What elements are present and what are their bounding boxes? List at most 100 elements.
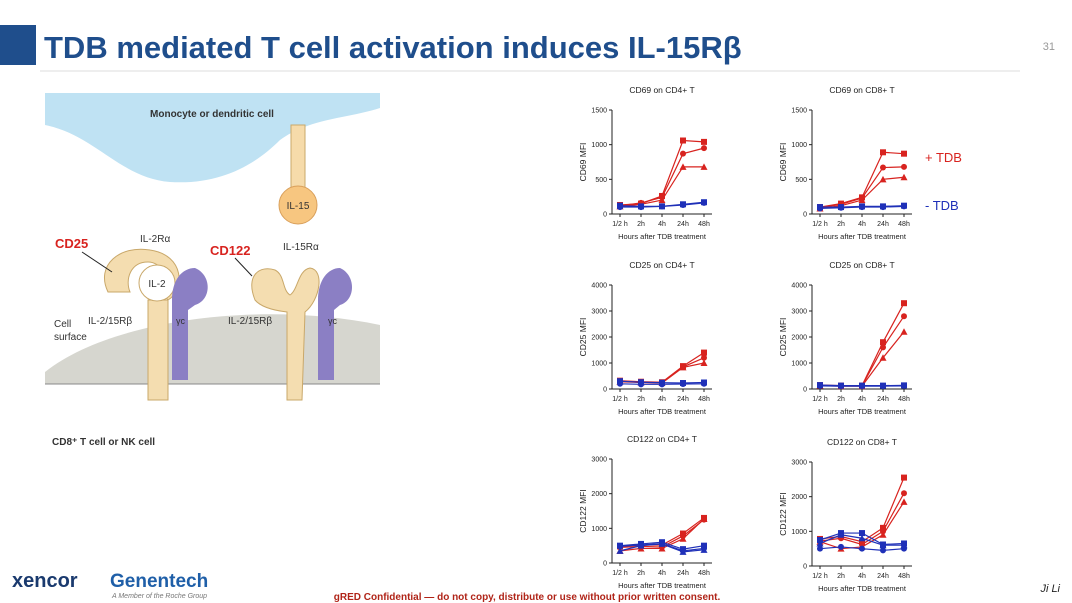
- il15-ball: [278, 185, 318, 225]
- y-tick-label: 3000: [591, 457, 607, 464]
- x-tick-label: 48h: [698, 570, 710, 577]
- y-tick-label: 3000: [791, 460, 807, 467]
- x-tick-label: 1/2 h: [612, 396, 628, 403]
- y-axis-label: CD122 MFI: [578, 489, 588, 532]
- marker: [838, 204, 844, 211]
- x-tick-label: 4h: [858, 396, 866, 403]
- marker: [859, 204, 865, 211]
- y-tick-label: 2000: [591, 491, 607, 498]
- title-bar: [0, 25, 36, 65]
- marker: [901, 150, 907, 157]
- y-tick-label: 0: [803, 212, 807, 219]
- x-tick-label: 24h: [877, 221, 889, 228]
- marker: [616, 547, 624, 554]
- chart-title: CD69 on CD4+ T: [629, 85, 694, 95]
- y-tick-label: 0: [803, 387, 807, 394]
- marker: [901, 203, 907, 210]
- marker: [679, 163, 687, 170]
- x-tick-label: 24h: [677, 221, 689, 228]
- il15-stalk: [290, 124, 306, 191]
- x-tick-label: 1/2 h: [812, 221, 828, 228]
- y-tick-label: 3000: [591, 309, 607, 316]
- marker: [659, 203, 665, 210]
- page-number: 31: [1043, 41, 1055, 53]
- marker: [859, 530, 865, 537]
- marker: [858, 196, 866, 204]
- marker: [858, 534, 866, 542]
- y-tick-label: 1000: [591, 361, 607, 368]
- y-tick-label: 2000: [591, 335, 607, 342]
- x-axis-label: Hours after TDB treatment: [818, 407, 907, 416]
- marker: [700, 163, 708, 170]
- marker: [859, 383, 865, 390]
- y-axis-label: CD69 MFI: [778, 143, 788, 182]
- marker: [816, 539, 824, 547]
- x-tick-label: 48h: [898, 396, 910, 403]
- x-tick-label: 1/2 h: [812, 396, 828, 403]
- logo-right: Genentech: [110, 571, 208, 592]
- y-tick-label: 0: [603, 387, 607, 394]
- chart-title: CD122 on CD8+ T: [827, 437, 897, 447]
- x-tick-label: 4h: [858, 221, 866, 228]
- confidential: gRED Confidential — do not copy, distrib…: [334, 592, 721, 603]
- x-tick-label: 48h: [898, 573, 910, 580]
- marker: [900, 498, 908, 505]
- bottom-cell-label: CD8⁺ T cell or NK cell: [52, 437, 155, 448]
- il2rb-stalk: [147, 299, 169, 401]
- x-tick-label: 4h: [658, 221, 666, 228]
- series-line: [819, 302, 905, 387]
- y-tick-label: 4000: [791, 283, 807, 290]
- x-tick-label: 4h: [658, 570, 666, 577]
- y-tick-label: 1500: [791, 108, 807, 115]
- y-tick-label: 0: [803, 564, 807, 571]
- marker: [637, 542, 645, 549]
- marker: [900, 173, 908, 181]
- marker: [837, 531, 845, 538]
- x-tick-label: 1/2 h: [612, 570, 628, 577]
- gamma-label: γc: [176, 316, 186, 326]
- marker: [679, 548, 687, 555]
- marker: [680, 201, 686, 208]
- marker: [701, 349, 707, 356]
- legend-minus: - TDB: [925, 198, 959, 213]
- x-axis-label: Hours after TDB treatment: [818, 232, 907, 241]
- chart-title: CD69 on CD8+ T: [829, 85, 894, 95]
- marker: [701, 145, 707, 152]
- cell-surface-label: Cell: [54, 319, 71, 330]
- marker: [880, 547, 886, 554]
- x-tick-label: 48h: [698, 221, 710, 228]
- x-tick-label: 24h: [877, 573, 889, 580]
- x-axis-label: Hours after TDB treatment: [818, 584, 907, 593]
- marker: [680, 150, 686, 157]
- x-axis-label: Hours after TDB treatment: [618, 407, 707, 416]
- marker: [879, 354, 887, 361]
- legend-plus: + TDB: [925, 150, 962, 165]
- marker: [880, 524, 886, 531]
- marker: [879, 531, 887, 538]
- marker: [658, 540, 666, 547]
- marker: [701, 199, 707, 206]
- diagram: Monocyte or dendritic cell IL-15 CD25 CD…: [45, 93, 380, 448]
- il15ra-label: IL-15Rα: [283, 242, 319, 253]
- monocyte-shape: [45, 93, 380, 183]
- arrow-cd25: [81, 251, 113, 273]
- y-tick-label: 1000: [791, 529, 807, 536]
- arrow-cd122: [234, 257, 253, 277]
- y-tick-label: 2000: [791, 335, 807, 342]
- x-tick-label: 48h: [698, 396, 710, 403]
- x-tick-label: 2h: [837, 221, 845, 228]
- x-tick-label: 48h: [898, 221, 910, 228]
- top-cell-label: Monocyte or dendritic cell: [150, 109, 274, 120]
- y-axis-label: CD122 MFI: [778, 492, 788, 535]
- marker: [901, 313, 907, 320]
- marker: [859, 545, 865, 552]
- marker: [838, 383, 844, 390]
- beta-label: IL-2/15Rβ: [228, 316, 272, 327]
- y-tick-label: 1000: [791, 361, 807, 368]
- marker: [901, 300, 907, 307]
- marker: [658, 196, 666, 204]
- marker: [700, 359, 708, 366]
- marker: [700, 546, 708, 553]
